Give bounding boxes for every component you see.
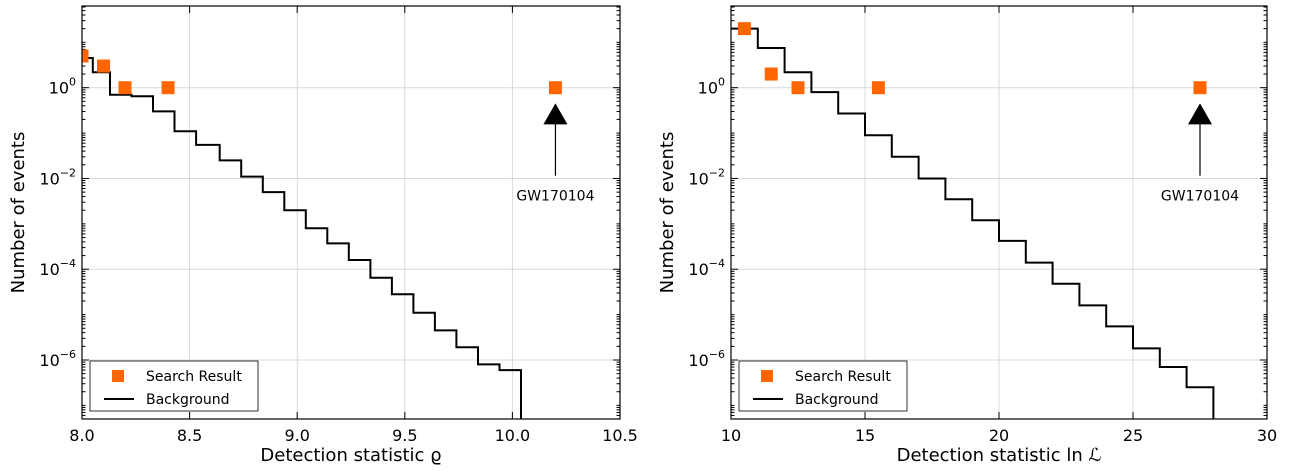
x-tick-label: 30 bbox=[1257, 426, 1277, 445]
search-result-marker bbox=[871, 81, 885, 95]
search-result-marker bbox=[118, 81, 132, 95]
y-tick-label: 10−2 bbox=[688, 166, 725, 188]
y-tick-label: 10−4 bbox=[688, 257, 725, 279]
search-result-marker bbox=[161, 81, 175, 95]
legend: Search Result Background bbox=[738, 360, 908, 412]
legend-marker-search-result bbox=[112, 370, 124, 382]
legend-label-background: Background bbox=[795, 392, 879, 408]
search-result-marker bbox=[548, 81, 562, 95]
legend-box bbox=[738, 360, 908, 412]
y-tick-label: 10−4 bbox=[39, 257, 76, 279]
x-tick-label: 20 bbox=[989, 426, 1009, 445]
x-tick-label: 10 bbox=[721, 426, 741, 445]
legend-marker-search-result bbox=[761, 370, 773, 382]
y-axis-label: Number of events bbox=[657, 132, 678, 294]
ticks bbox=[81, 6, 621, 419]
legend-label-background: Background bbox=[146, 392, 230, 408]
plot-area bbox=[731, 22, 1215, 419]
y-tick-label: 10−6 bbox=[39, 348, 76, 370]
x-tick-label: 25 bbox=[1123, 426, 1143, 445]
y-tick-label: 10−2 bbox=[39, 166, 76, 188]
y-axis-label: Number of events bbox=[8, 132, 29, 294]
legend-box bbox=[89, 360, 259, 412]
x-tick-label: 8.5 bbox=[177, 426, 202, 445]
y-tick-label: 100 bbox=[698, 76, 725, 98]
axes-frame bbox=[730, 5, 1268, 420]
search-result-marker bbox=[737, 22, 751, 36]
legend-label-search-result: Search Result bbox=[146, 369, 242, 385]
annotation-arrow-head bbox=[1188, 103, 1212, 125]
search-result-marker bbox=[764, 67, 778, 81]
plot-area bbox=[82, 49, 562, 419]
x-axis-label: Detection statistic ln ℒ bbox=[897, 445, 1102, 466]
chart-panel-1: GW170104 8.0 8.5 9.0 9.5 10.0 10.5 100 10−2 10−4 1… bbox=[8, 5, 638, 466]
x-tick-label: 8.0 bbox=[69, 426, 94, 445]
annotation-gw170104: GW170104 bbox=[516, 103, 595, 205]
x-tick-label: 10.5 bbox=[602, 426, 638, 445]
axes-frame bbox=[81, 5, 621, 420]
x-tick-label: 10.0 bbox=[495, 426, 531, 445]
y-tick-label: 100 bbox=[49, 76, 76, 98]
search-result-marker bbox=[1193, 81, 1207, 95]
annotation-arrow-head bbox=[543, 103, 568, 125]
x-axis-label: Detection statistic ϱ bbox=[260, 445, 441, 466]
annotation-label: GW170104 bbox=[516, 189, 594, 205]
search-result-marker bbox=[97, 59, 111, 73]
annotation-gw170104: GW170104 bbox=[1161, 103, 1239, 205]
legend-label-search-result: Search Result bbox=[795, 369, 891, 385]
x-tick-label: 9.0 bbox=[284, 426, 309, 445]
search-result-marker bbox=[791, 81, 805, 95]
grid bbox=[82, 6, 620, 419]
background-step-line bbox=[731, 27, 1215, 419]
background-step-line bbox=[82, 57, 522, 419]
legend: Search Result Background bbox=[89, 360, 259, 412]
x-tick-label: 15 bbox=[855, 426, 875, 445]
x-tick-label: 9.5 bbox=[392, 426, 417, 445]
annotation-label: GW170104 bbox=[1161, 189, 1239, 205]
grid bbox=[731, 6, 1267, 419]
y-tick-label: 10−6 bbox=[688, 348, 725, 370]
chart-panel-2: GW170104 10 15 20 25 30 100 10−2 10−4 10−6 Detecti… bbox=[657, 5, 1277, 466]
search-result-marker bbox=[82, 49, 89, 63]
